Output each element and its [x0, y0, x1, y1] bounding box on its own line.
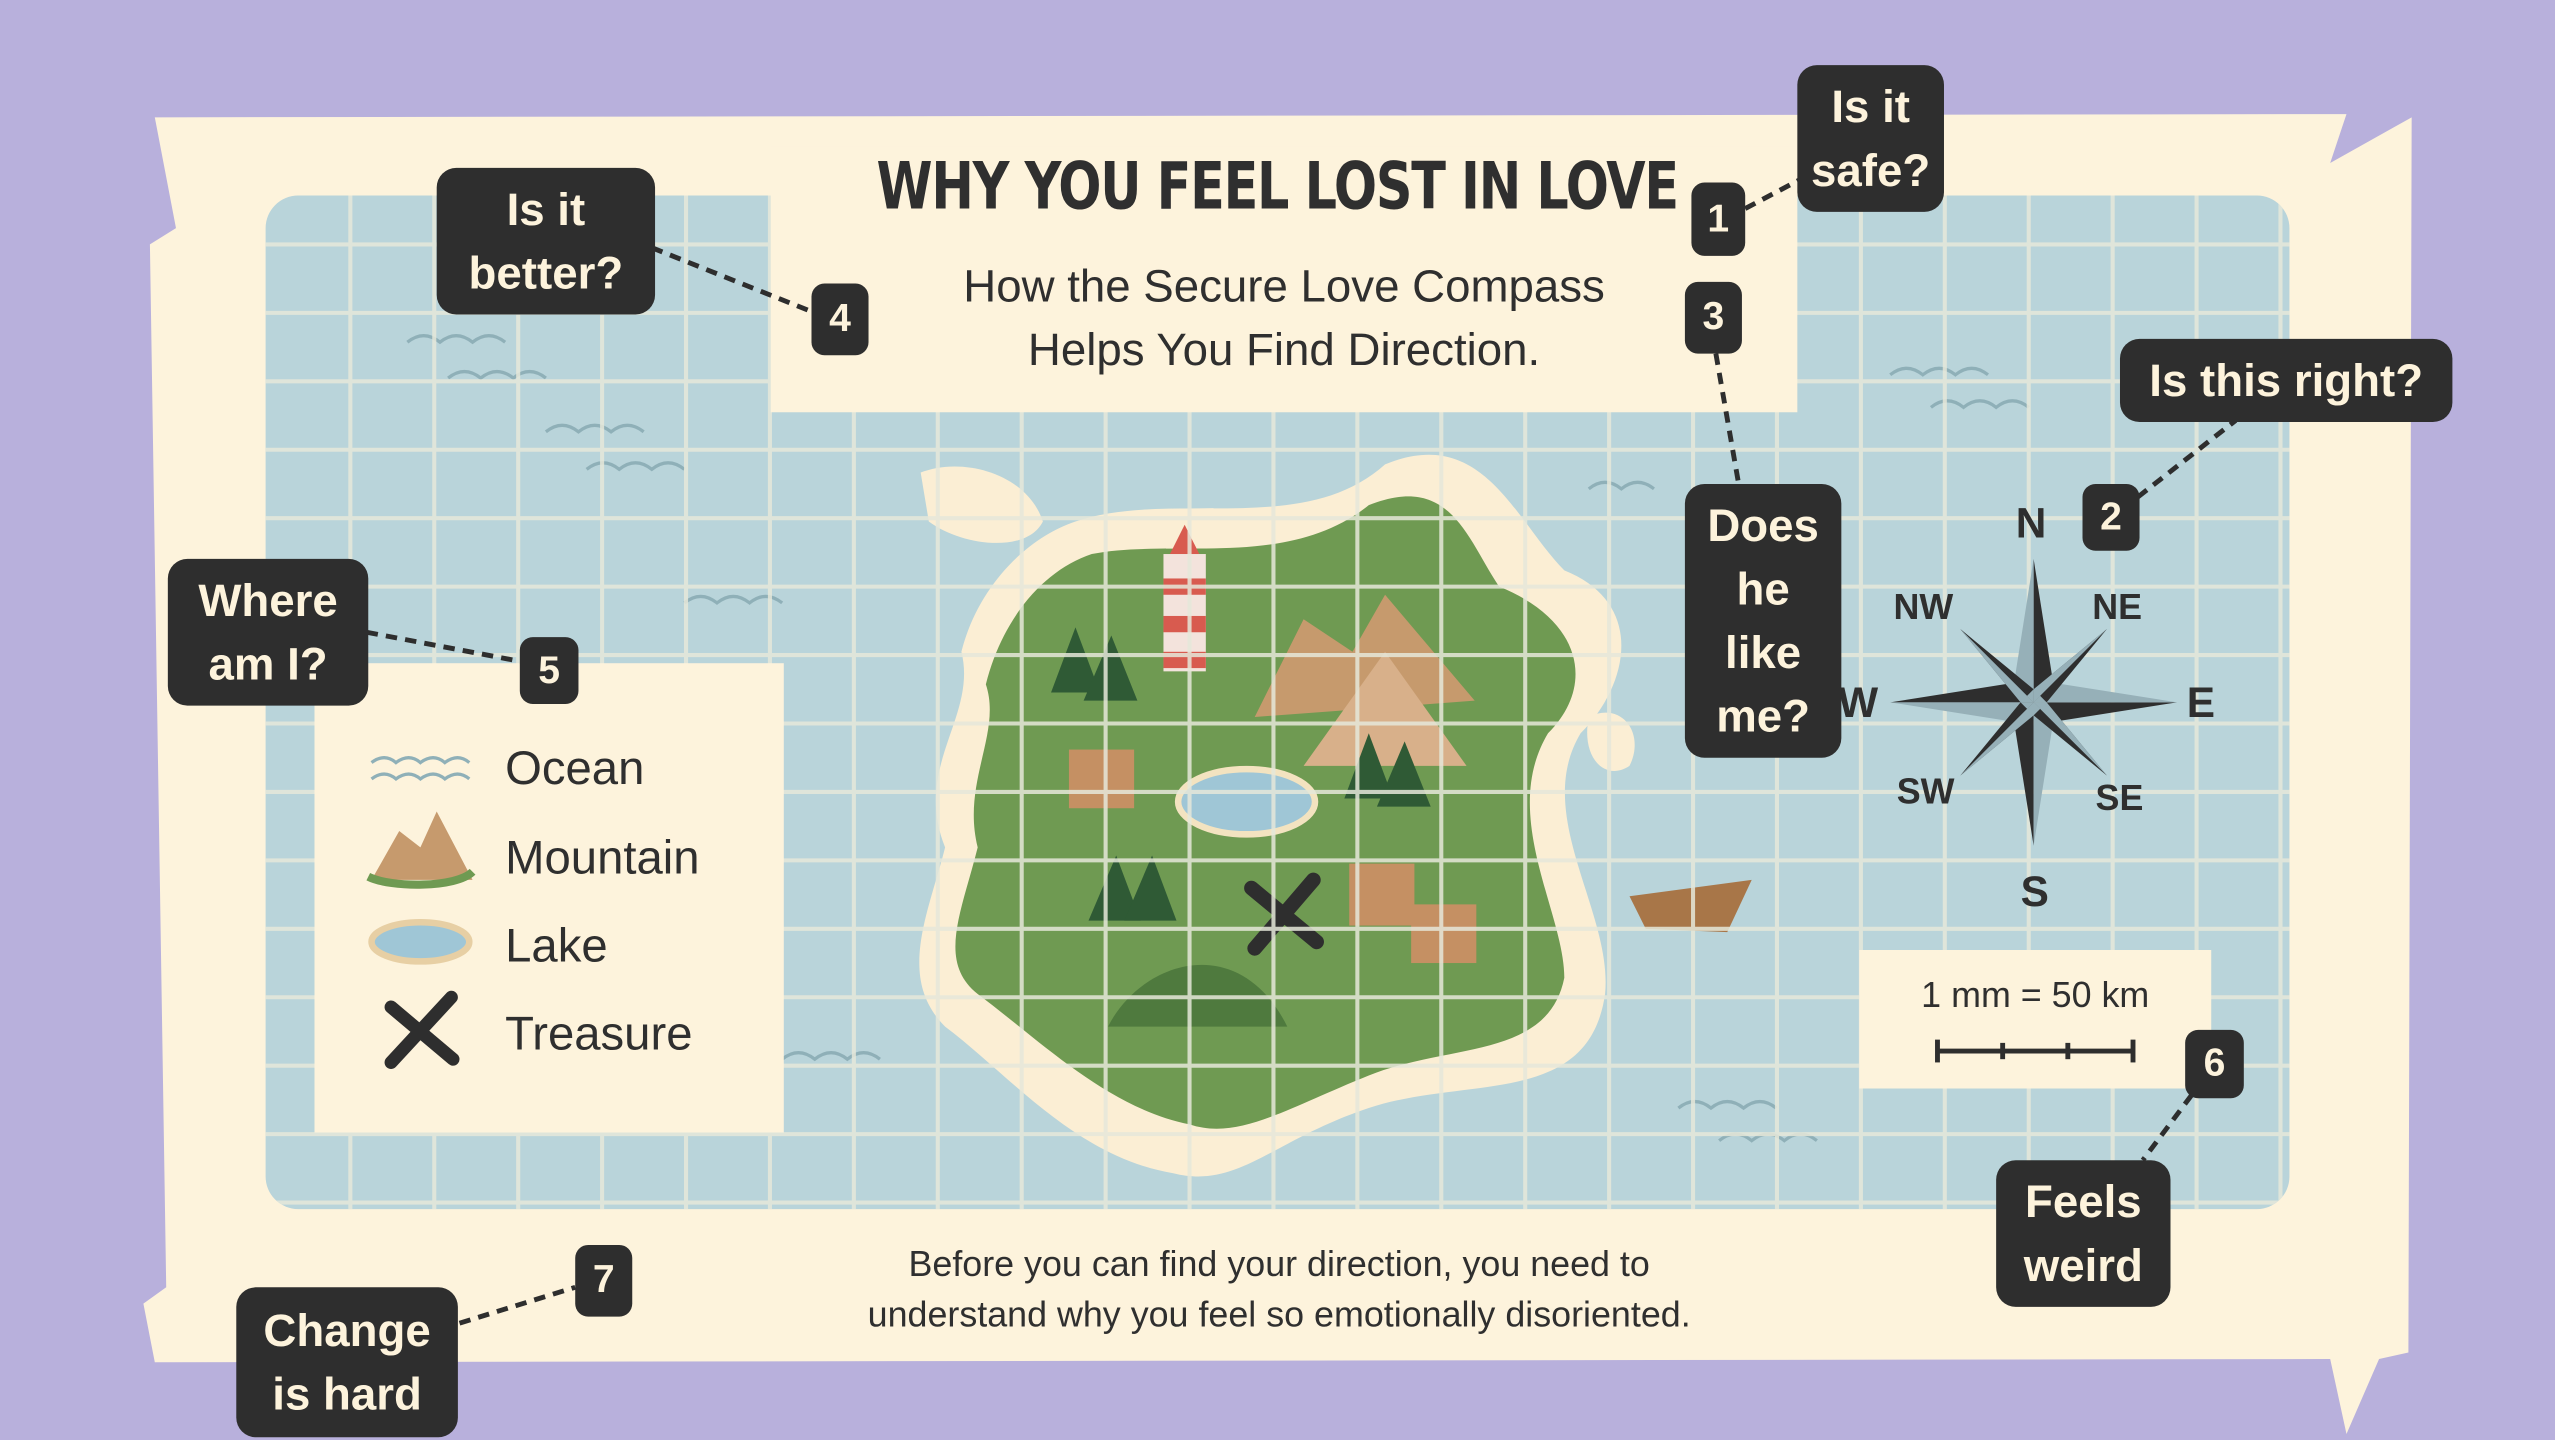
compass-n: N: [2015, 498, 2047, 548]
compass-s: S: [2020, 866, 2049, 916]
badge-4: 4: [811, 283, 869, 356]
compass-nw: NW: [1893, 586, 1954, 628]
subtitle-line-2: Helps You Find Direction.: [1027, 324, 1541, 375]
compass-sw: SW: [1896, 770, 1955, 812]
compass-ne: NE: [2092, 586, 2143, 628]
compass-rose-icon: [1890, 558, 2178, 846]
legend-label-ocean: Ocean: [505, 743, 645, 796]
mountain-icon: [1303, 651, 1467, 766]
scale-panel: [1859, 949, 2212, 1089]
badge-6: 6: [2185, 1029, 2244, 1099]
callout-where-am-i: Where am I?: [167, 558, 369, 706]
mountain-icon: [366, 811, 476, 889]
callout-is-it-safe: Is it safe?: [1797, 65, 1944, 212]
house-icon: [1068, 749, 1477, 964]
badge-7: 7: [575, 1244, 633, 1317]
badge-3: 3: [1684, 281, 1742, 354]
treasure-x-icon: [1244, 872, 1324, 956]
shipwreck-icon: [1629, 879, 1752, 933]
ocean-waves-icon: [370, 756, 471, 781]
callout-is-it-better: Is it better?: [436, 167, 656, 315]
footer-line-2: understand why you feel so emotionally d…: [867, 1293, 1691, 1335]
legend-label-treasure: Treasure: [505, 1008, 693, 1061]
lake-icon: [368, 919, 473, 965]
subtitle-line-1: How the Secure Love Compass: [963, 260, 1605, 312]
title-panel: [770, 146, 1798, 413]
badge-2: 2: [2082, 483, 2140, 551]
legend-label-lake: Lake: [505, 920, 608, 973]
footer-line-1: Before you can find your direction, you …: [908, 1243, 1650, 1285]
waves: [406, 334, 2030, 1143]
treasure-x-icon: [384, 990, 460, 1069]
callout-feels-weird: Feels weird: [1996, 1160, 2171, 1307]
badge-5: 5: [519, 637, 579, 704]
legend-label-mountain: Mountain: [505, 832, 700, 885]
badge-1: 1: [1691, 182, 1746, 256]
scale-label: 1 mm = 50 km: [1921, 974, 2150, 1016]
connector-lines: [366, 177, 2238, 1326]
lake-icon: [1174, 765, 1319, 838]
compass-se: SE: [2095, 777, 2144, 819]
callout-is-this-right: Is this right?: [2119, 338, 2453, 423]
page-title: WHY YOU FEEL LOST IN LOVE: [876, 149, 1680, 225]
callout-does-he-like-me: Does he like me?: [1684, 483, 1842, 758]
compass-e: E: [2186, 677, 2216, 727]
scale-bar: [1935, 1039, 2136, 1063]
callout-change-is-hard: Change is hard: [236, 1287, 458, 1438]
compass-w: W: [1838, 677, 1879, 727]
islet: [920, 466, 1043, 543]
